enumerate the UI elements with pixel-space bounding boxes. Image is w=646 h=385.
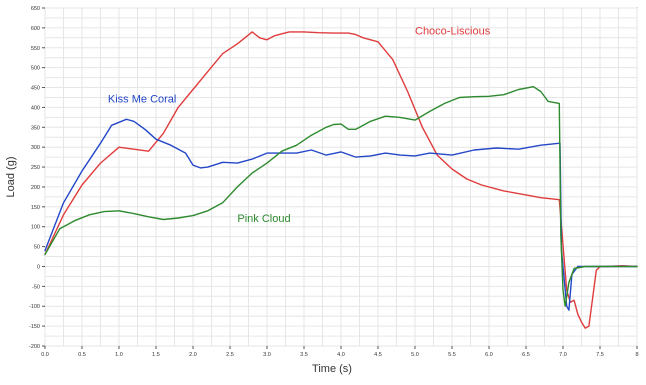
series-label: Choco-Liscious (415, 26, 491, 38)
y-axis-ticks: -200 -150 -100 -50 0 50 100 150 200 250 300 350 400 4… (29, 6, 45, 350)
series-label: Pink Cloud (237, 213, 290, 225)
x-tick-label: 3.0 (263, 352, 271, 358)
x-tick-label: 5.5 (448, 352, 456, 358)
x-tick-label: 1.0 (115, 352, 123, 358)
y-tick-label: 400 (31, 105, 40, 111)
x-tick-label: 6.0 (485, 352, 493, 358)
x-tick-label: 6.5 (522, 352, 530, 358)
series-labels: Choco-Liscious Kiss Me Coral Pink Cloud (108, 26, 491, 225)
x-tick-label: 4.5 (374, 352, 382, 358)
series-lines (44, 31, 638, 329)
y-tick-label: 0 (37, 264, 40, 270)
x-tick-label: 7.0 (559, 352, 567, 358)
y-tick-label: 300 (31, 145, 40, 151)
series-line-choco-liscious (44, 31, 638, 329)
y-tick-label: -50 (32, 284, 40, 290)
y-tick-label: 100 (31, 225, 40, 231)
x-tick-label: 2.5 (226, 352, 234, 358)
y-tick-label: -100 (29, 304, 40, 310)
x-tick-label: 1.5 (152, 352, 160, 358)
x-tick-label: 8 (635, 352, 638, 358)
y-tick-label: 200 (31, 185, 40, 191)
y-tick-label: 450 (31, 86, 40, 92)
y-tick-label: 600 (31, 26, 40, 32)
series-line-kiss-me-coral (44, 118, 638, 311)
series-line-pink-cloud (44, 85, 638, 307)
y-tick-label: 50 (34, 245, 40, 251)
y-tick-label: 500 (31, 66, 40, 72)
x-tick-label: 2.0 (189, 352, 197, 358)
x-tick-label: 7.5 (596, 352, 604, 358)
x-axis-label: Time (s) (312, 363, 352, 375)
y-tick-label: 650 (31, 6, 40, 12)
x-tick-label: 4.0 (337, 352, 345, 358)
y-tick-label: 350 (31, 125, 40, 131)
y-tick-label: 150 (31, 205, 40, 211)
y-tick-label: 250 (31, 165, 40, 171)
y-tick-label: 550 (31, 46, 40, 52)
x-tick-label: 0.5 (78, 352, 86, 358)
x-tick-label: 3.5 (300, 352, 308, 358)
x-tick-label: 5.0 (411, 352, 419, 358)
x-tick-label: 0.0 (41, 352, 49, 358)
y-tick-label: -150 (29, 324, 40, 330)
series-label: Kiss Me Coral (108, 94, 176, 106)
y-axis-label: Load (g) (5, 157, 17, 198)
y-tick-label: -200 (29, 344, 40, 350)
x-axis-ticks: 0.0 0.5 1.0 1.5 2.0 2.5 3.0 3.5 4.0 4.5 5.0 5.5 6.0 6… (41, 346, 639, 358)
